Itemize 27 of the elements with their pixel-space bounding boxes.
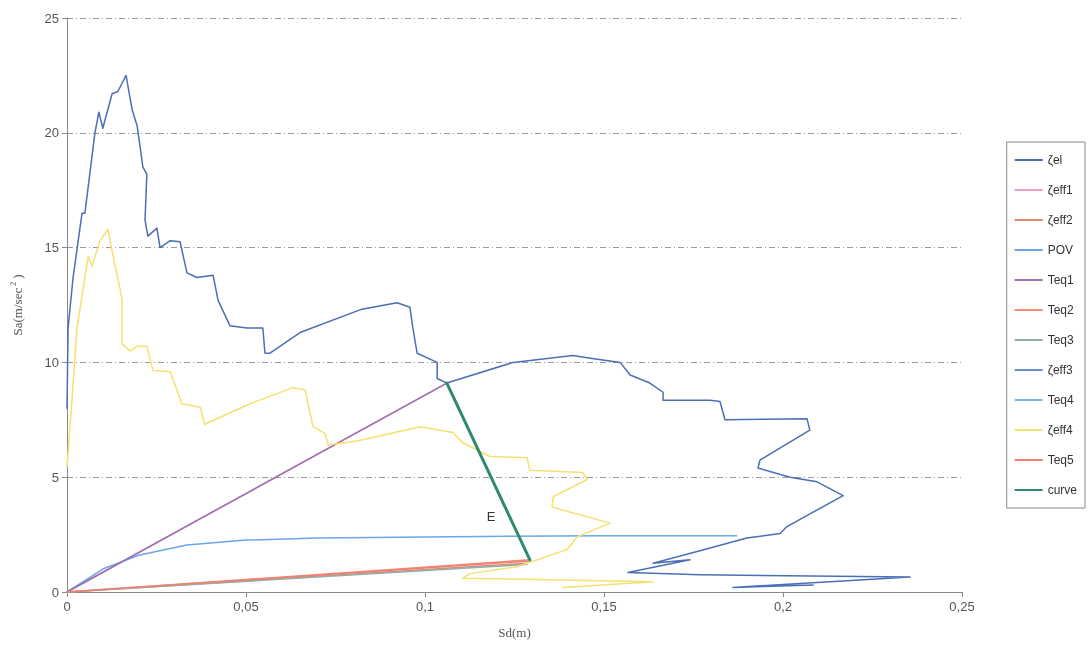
legend-label: Teq5 bbox=[1047, 453, 1074, 467]
legend-label: ζeff2 bbox=[1047, 213, 1074, 227]
legend-label: ζeff3 bbox=[1047, 363, 1074, 377]
legend-label: curve bbox=[1047, 483, 1078, 497]
y-tick-label: 10 bbox=[44, 354, 59, 370]
y-tick-label: 25 bbox=[44, 10, 59, 26]
x-axis-title: Sd(m) bbox=[498, 625, 531, 640]
legend-label: Teq2 bbox=[1047, 303, 1074, 317]
legend-label: ζeff1 bbox=[1047, 183, 1074, 197]
x-tick-label: 0 bbox=[63, 599, 71, 614]
x-tick-label: 0,1 bbox=[415, 599, 435, 614]
y-tick-label: 15 bbox=[44, 240, 59, 256]
y-axis-title: Sa(m/sec2) bbox=[8, 274, 25, 336]
legend-label: Teq4 bbox=[1047, 393, 1074, 407]
x-tick-label: 0,25 bbox=[949, 599, 975, 614]
annotation: E bbox=[486, 508, 496, 524]
x-tick-label: 0,2 bbox=[773, 599, 793, 614]
y-tick-label: 0 bbox=[51, 584, 59, 600]
x-tick-label: 0,05 bbox=[233, 599, 259, 614]
legend-label: Teq1 bbox=[1047, 273, 1074, 287]
y-tick-label: 5 bbox=[51, 469, 59, 485]
y-tick-label: 20 bbox=[44, 125, 59, 141]
legend-label: POV bbox=[1047, 243, 1073, 257]
legend-label: ζel bbox=[1047, 153, 1063, 167]
legend-label: Teq3 bbox=[1047, 333, 1074, 347]
legend-label: ζeff4 bbox=[1047, 423, 1074, 437]
x-tick-label: 0,15 bbox=[591, 599, 617, 614]
